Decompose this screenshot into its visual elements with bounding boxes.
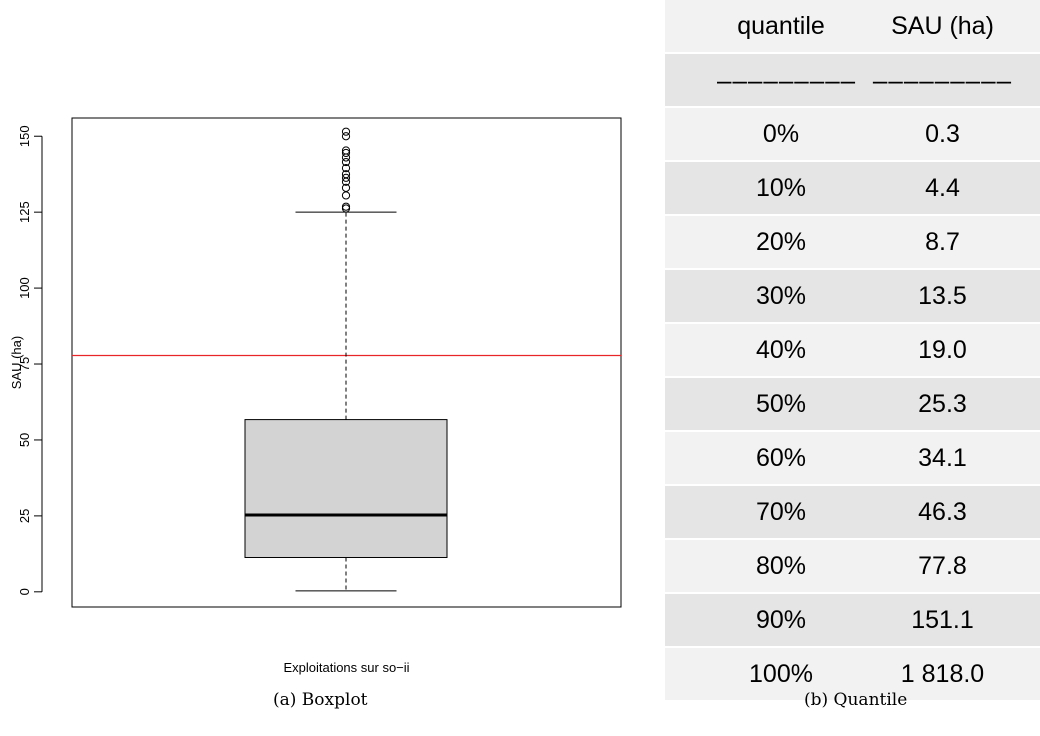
quantile-cell: 20%: [755, 228, 807, 256]
y-tick-label: 50: [17, 433, 32, 447]
table-row: 70% 46.3: [665, 486, 1040, 538]
quantile-cell: 60%: [755, 444, 807, 472]
table-row: 40% 19.0: [665, 324, 1040, 376]
table-separator-row: ––––––––– –––––––––: [665, 54, 1040, 106]
sau-cell: –––––––––: [872, 65, 1013, 95]
sau-cell: 8.7: [925, 228, 960, 256]
y-tick-label: 150: [17, 125, 32, 147]
y-tick-label: 75: [17, 357, 32, 371]
sau-cell: 0.3: [925, 120, 960, 148]
table-row: 80% 77.8: [665, 540, 1040, 592]
quantile-cell: 0%: [762, 120, 800, 148]
table-header-row: quantile SAU (ha): [665, 0, 1040, 52]
sau-cell: 151.1: [911, 606, 974, 634]
outlier-point: [341, 170, 351, 179]
box-iqr: [244, 419, 448, 558]
quantile-cell: 100%: [749, 660, 813, 688]
x-axis-label: Exploitations sur so−ii: [283, 660, 409, 675]
caption-boxplot: (a) Boxplot: [273, 690, 368, 710]
outlier-point: [341, 127, 351, 136]
quantile-cell: 50%: [755, 390, 807, 418]
y-axis-label: SAU (ha): [9, 336, 24, 389]
quantile-table: quantile SAU (ha) ––––––––– ––––––––– 0% 0.3 1…: [665, 0, 1040, 704]
outlier-point: [341, 173, 351, 182]
y-tick-label: 25: [17, 509, 32, 523]
quantile-cell: –––––––––: [717, 65, 857, 95]
sau-cell: 1 818.0: [900, 660, 985, 688]
table-row: 10% 4.4: [665, 162, 1040, 214]
sau-cell: SAU (ha): [891, 12, 994, 40]
table-row: 0% 0.3: [665, 108, 1040, 160]
outlier-point: [341, 157, 351, 167]
sau-cell: 4.4: [925, 174, 960, 202]
boxplot-chart: 0 25 50 75 100 125 150 SAU (ha) Exploitations su…: [9, 117, 622, 675]
outlier-point: [341, 202, 351, 211]
y-tick-label: 0: [17, 588, 32, 595]
y-tick-label: 125: [17, 201, 32, 223]
quantile-cell: 30%: [755, 282, 807, 310]
outlier-point: [341, 132, 351, 141]
table-row: 50% 25.3: [665, 378, 1040, 430]
table-row: 60% 34.1: [665, 432, 1040, 484]
plot-frame: [71, 117, 622, 608]
sau-cell: 77.8: [918, 552, 967, 580]
table-row: 30% 13.5: [665, 270, 1040, 322]
sau-cell: 34.1: [918, 444, 967, 472]
caption-quantile: (b) Quantile: [804, 690, 908, 710]
quantile-cell: quantile: [737, 12, 825, 40]
table-row: 20% 8.7: [665, 216, 1040, 268]
table-row: 100% 1 818.0: [665, 648, 1040, 700]
outlier-point: [341, 148, 351, 158]
outlier-point: [341, 164, 351, 173]
outlier-point: [341, 183, 351, 192]
table-row: 90% 151.1: [665, 594, 1040, 646]
quantile-cell: 70%: [755, 498, 807, 526]
sau-cell: 46.3: [918, 498, 967, 526]
quantile-cell: 90%: [755, 606, 807, 634]
outlier-point: [341, 146, 351, 155]
sau-cell: 25.3: [918, 390, 967, 418]
sau-cell: 19.0: [918, 336, 967, 364]
quantile-cell: 40%: [755, 336, 807, 364]
quantile-cell: 10%: [755, 174, 807, 202]
sau-cell: 13.5: [918, 282, 967, 310]
quantile-cell: 80%: [755, 552, 807, 580]
y-tick-label: 100: [17, 277, 32, 299]
outlier-point: [341, 191, 351, 200]
